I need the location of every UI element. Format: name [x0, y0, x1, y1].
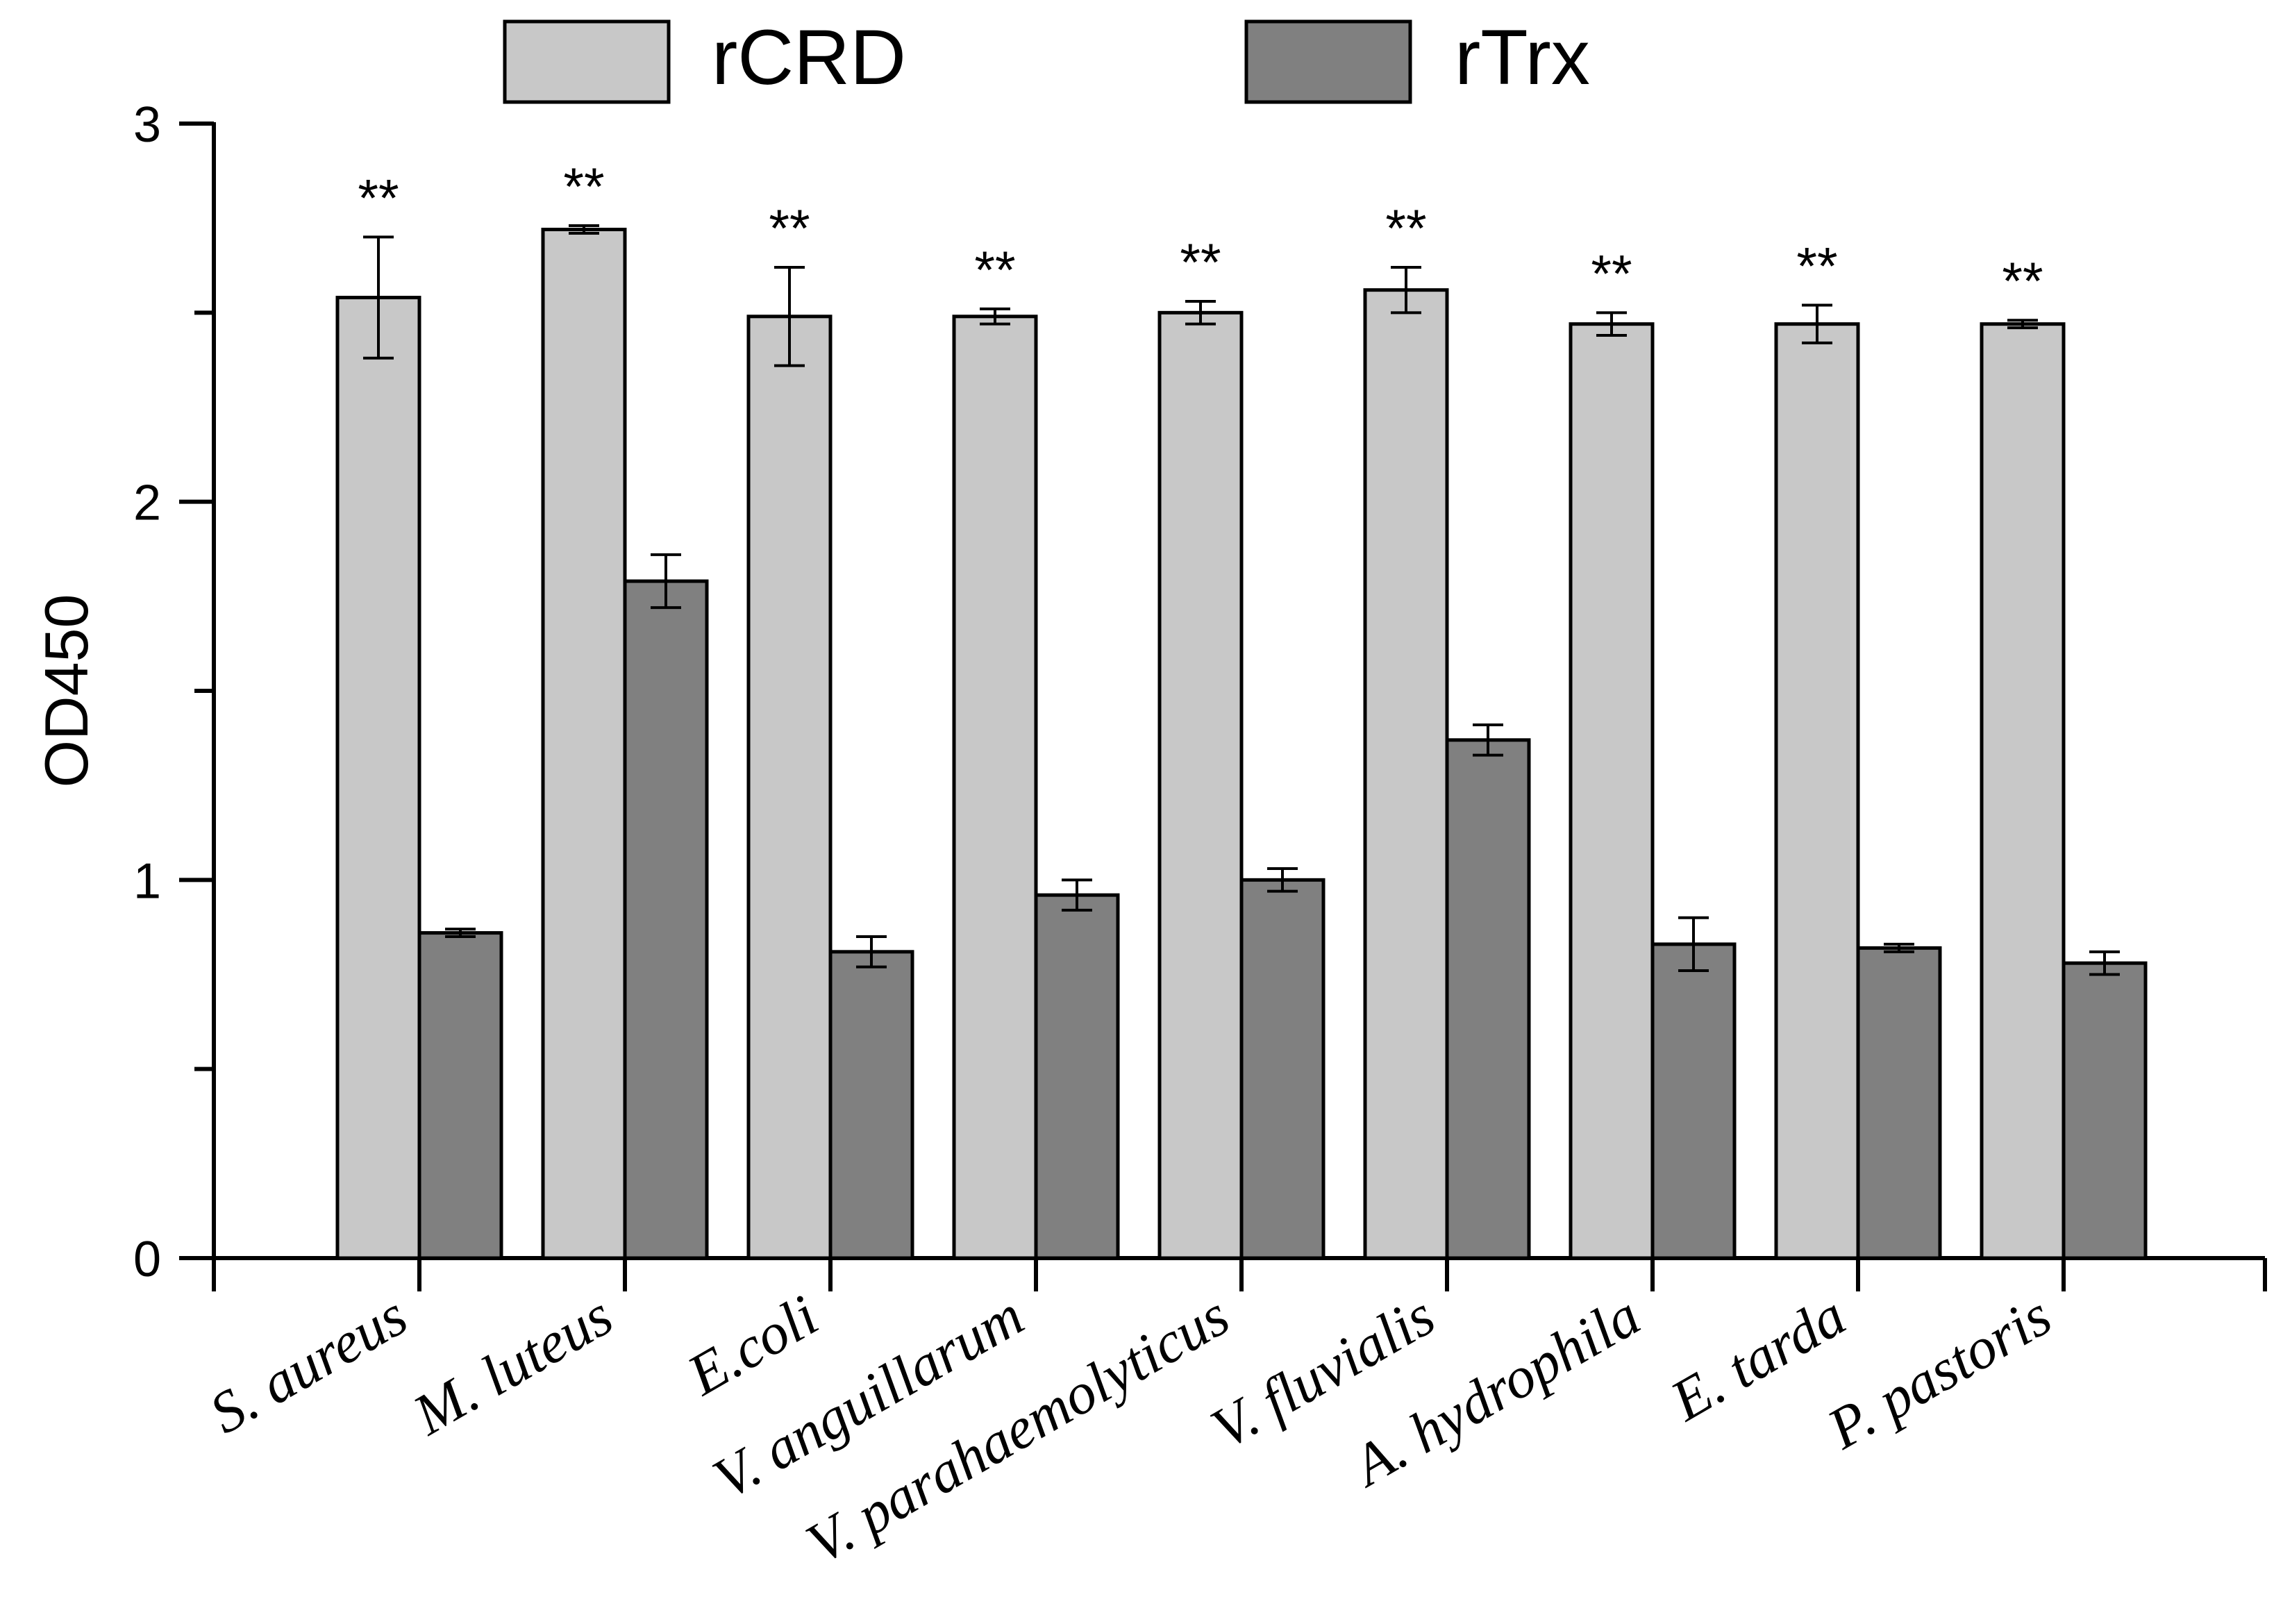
bar-rtrx	[1034, 893, 1120, 1260]
bar-rtrx	[1445, 738, 1531, 1260]
significance-label: **	[974, 241, 1015, 300]
bar-rcrd	[1980, 322, 2066, 1260]
x-tick-label: P. pastoris	[1816, 1283, 2062, 1462]
x-tick-label: S. aureus	[199, 1283, 418, 1446]
legend: rCRD rTrx	[503, 14, 1590, 104]
bar-rcrd	[746, 315, 833, 1260]
axes: 0 1 2 3 OD450	[32, 97, 2267, 1291]
y-tick-label: 0	[133, 1232, 161, 1287]
significance-label: **	[358, 169, 399, 228]
bar-rcrd	[541, 228, 627, 1260]
significance-label: **	[769, 199, 810, 258]
bar-rtrx	[1650, 942, 1737, 1260]
bars	[335, 224, 2148, 1260]
significance-label: **	[2002, 252, 2043, 311]
bar-rtrx	[2062, 961, 2148, 1260]
bar-rcrd	[1157, 310, 1244, 1260]
y-tick-label: 2	[133, 476, 161, 531]
y-axis-title: OD450	[32, 594, 101, 788]
significance-label: **	[563, 158, 604, 217]
bar-rcrd	[1774, 322, 1860, 1260]
legend-label-rtrx: rTrx	[1455, 14, 1590, 101]
significance-label: **	[1180, 233, 1221, 292]
bar-rtrx	[623, 579, 709, 1260]
bar-rcrd	[952, 315, 1038, 1260]
legend-swatch-rtrx	[1244, 19, 1412, 104]
significance-label: **	[1385, 199, 1426, 258]
x-tick-label: M. luteus	[402, 1283, 623, 1448]
x-tick-label: E.coli	[676, 1283, 828, 1408]
bar-rcrd	[335, 296, 421, 1260]
y-tick-label: 3	[133, 97, 161, 153]
significance-label: **	[1591, 244, 1632, 303]
y-tick-label: 1	[133, 853, 161, 909]
bar-rtrx	[1239, 878, 1326, 1260]
legend-label-rcrd: rCRD	[712, 14, 906, 101]
bar-rtrx	[417, 931, 503, 1260]
bar-rtrx	[828, 950, 914, 1260]
legend-swatch-rcrd	[503, 19, 671, 104]
bar-rcrd	[1569, 322, 1655, 1260]
bar-rtrx	[1856, 946, 1942, 1260]
bar-rcrd	[1363, 288, 1449, 1260]
significance-label: **	[1796, 237, 1837, 296]
